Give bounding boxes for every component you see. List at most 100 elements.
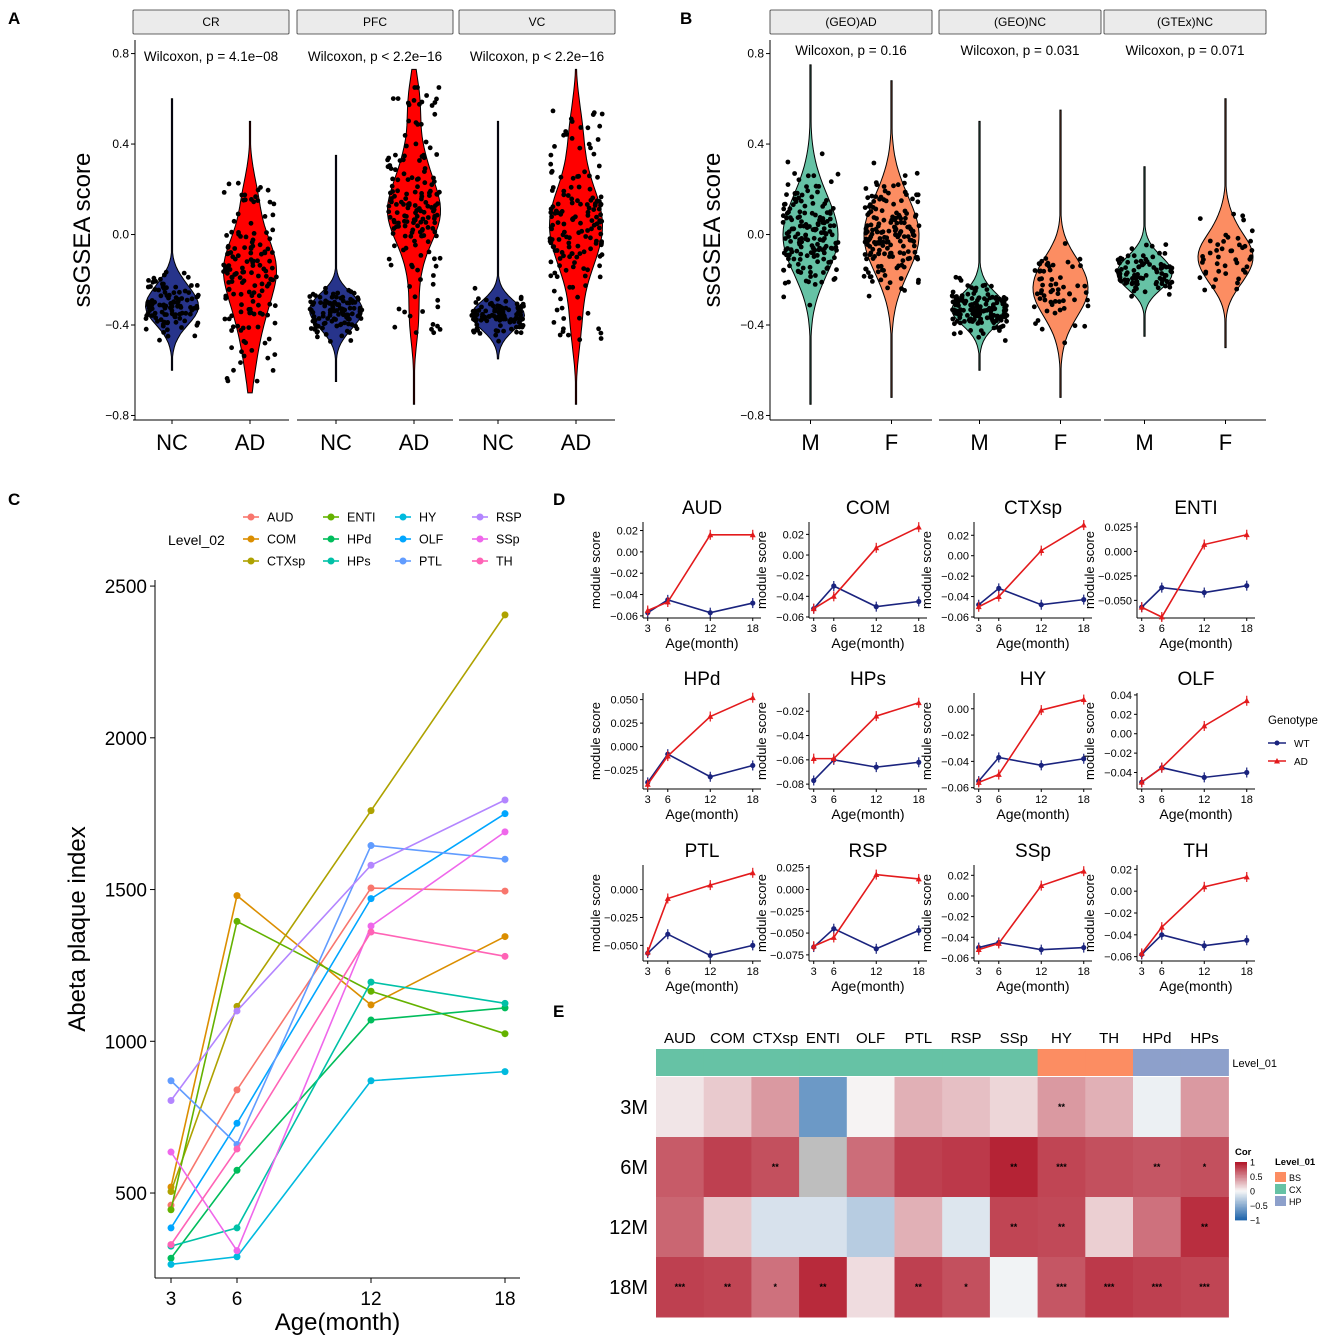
y-tick-label: 0.02 — [617, 526, 638, 538]
data-point — [1142, 289, 1148, 295]
data-point — [978, 319, 984, 325]
data-point — [914, 170, 920, 176]
heatmap-cell — [846, 1077, 895, 1138]
data-point — [891, 183, 896, 189]
data-point-ad — [707, 713, 714, 719]
data-point — [570, 264, 576, 270]
data-point — [862, 205, 868, 211]
data-point — [585, 267, 590, 273]
y-tick-label: −0.06 — [776, 612, 804, 624]
data-point — [915, 192, 921, 198]
series-line-hpd — [170, 1007, 506, 1259]
data-point — [783, 236, 788, 241]
y-tick-label: 0.8 — [747, 47, 764, 61]
y-tick-label: −0.025 — [604, 765, 638, 777]
data-point — [431, 175, 436, 181]
data-point — [552, 248, 558, 254]
series-line-wt — [978, 941, 1084, 951]
data-point — [869, 193, 875, 199]
data-point — [1162, 251, 1168, 256]
data-point — [229, 345, 235, 351]
y-tick-label: 0.000 — [776, 884, 804, 896]
data-point-wt — [1244, 769, 1250, 776]
data-point-ad — [915, 875, 922, 882]
significance-marker: *** — [1199, 1282, 1210, 1292]
data-point — [177, 289, 182, 295]
data-point — [238, 328, 244, 333]
data-point — [867, 244, 873, 249]
data-point — [1200, 260, 1205, 265]
series-line-com — [170, 894, 506, 1188]
data-point — [344, 300, 350, 306]
x-tick-label: 18 — [747, 623, 759, 635]
data-point-hy — [167, 1260, 175, 1268]
panel-letter: C — [8, 490, 20, 509]
data-point — [1163, 283, 1168, 289]
data-point — [412, 294, 418, 300]
stat-label: Wilcoxon, p = 0.031 — [961, 43, 1080, 58]
data-point-aud — [367, 884, 375, 892]
colorbar-segment — [1235, 1192, 1247, 1195]
x-tick-label: 3 — [645, 794, 651, 806]
panel-e: E AUD COM CTXsp ENTI OLF PTL RSP SSp HY TH HPd HPs Le… — [553, 1002, 1316, 1318]
data-point — [161, 321, 166, 327]
data-point-wt — [1038, 602, 1044, 608]
data-point — [144, 313, 150, 319]
data-point-ad — [1038, 882, 1045, 889]
data-point — [1062, 241, 1068, 246]
data-point — [262, 340, 268, 346]
data-point — [578, 220, 583, 226]
data-point — [495, 328, 501, 334]
violin-f — [1197, 98, 1254, 349]
data-point — [793, 191, 798, 197]
data-point — [394, 202, 399, 207]
legend-label: PTL — [419, 555, 442, 569]
data-point — [410, 264, 415, 270]
data-point — [585, 209, 591, 215]
data-point — [229, 328, 235, 333]
data-point — [183, 310, 189, 316]
y-tick-label: −0.04 — [776, 591, 804, 603]
colorbar-segment — [1235, 1193, 1247, 1196]
data-point — [884, 239, 889, 245]
data-point-ad — [1201, 883, 1208, 890]
y-axis-title: module score — [1082, 702, 1097, 780]
data-point — [173, 284, 179, 290]
data-point — [803, 232, 809, 238]
data-point — [595, 137, 601, 142]
data-point — [429, 326, 434, 332]
data-point — [984, 287, 990, 292]
data-point — [272, 352, 278, 357]
data-point — [949, 293, 955, 299]
data-point — [889, 217, 895, 223]
data-point — [264, 283, 270, 289]
series-line-ad — [978, 698, 1084, 784]
data-point — [582, 273, 588, 279]
legend-label: HPs — [347, 555, 371, 569]
data-point — [313, 325, 318, 330]
colorbar-segment — [1235, 1205, 1247, 1208]
data-point — [585, 125, 591, 131]
data-point — [548, 225, 554, 231]
data-point — [1057, 307, 1063, 313]
data-point — [566, 240, 572, 246]
data-point — [830, 206, 836, 211]
annotation-cell — [1133, 1049, 1182, 1076]
legend-key-dot — [399, 513, 407, 521]
data-point-wt — [996, 585, 1002, 591]
data-point — [259, 288, 265, 294]
legend-title: Level_02 — [168, 532, 225, 548]
y-tick-label: −0.06 — [776, 755, 804, 767]
data-point-rsp — [167, 1096, 175, 1104]
data-point — [1131, 268, 1137, 273]
data-point — [238, 291, 244, 297]
heatmap-cell — [1133, 1257, 1182, 1318]
data-point — [907, 255, 913, 261]
data-point — [870, 246, 876, 252]
series-line-wt — [1141, 584, 1247, 608]
data-point — [576, 173, 582, 179]
data-point — [1061, 306, 1067, 311]
data-point — [194, 283, 200, 288]
data-point-ad — [1243, 697, 1250, 704]
x-tick-label: 3 — [1139, 623, 1145, 635]
